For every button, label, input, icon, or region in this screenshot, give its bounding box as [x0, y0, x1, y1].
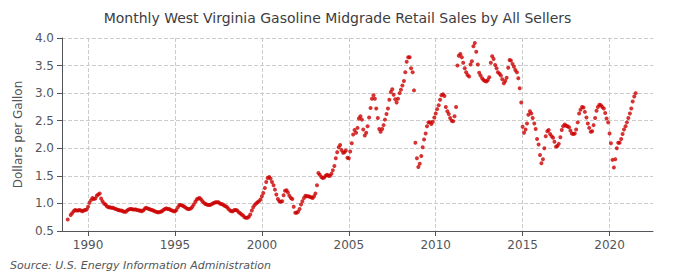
svg-text:2.5: 2.5: [35, 114, 54, 128]
svg-text:3.0: 3.0: [35, 86, 54, 100]
svg-text:2000: 2000: [247, 238, 278, 252]
svg-text:0.5: 0.5: [35, 224, 54, 238]
svg-text:Source: U.S. Energy Informatio: Source: U.S. Energy Information Administ…: [10, 259, 271, 272]
svg-text:2020: 2020: [594, 238, 625, 252]
svg-text:1990: 1990: [73, 238, 104, 252]
svg-text:2010: 2010: [420, 238, 451, 252]
svg-text:2.0: 2.0: [35, 141, 54, 155]
svg-text:Dollars per Gallon: Dollars per Gallon: [11, 81, 25, 189]
svg-text:4.0: 4.0: [35, 31, 54, 45]
svg-text:1995: 1995: [160, 238, 191, 252]
svg-text:3.5: 3.5: [35, 59, 54, 73]
svg-text:2015: 2015: [507, 238, 538, 252]
svg-text:1.0: 1.0: [35, 196, 54, 210]
svg-text:2005: 2005: [334, 238, 365, 252]
svg-text:1.5: 1.5: [35, 169, 54, 183]
svg-text:Monthly West Virginia Gasoline: Monthly West Virginia Gasoline Midgrade …: [104, 10, 572, 26]
